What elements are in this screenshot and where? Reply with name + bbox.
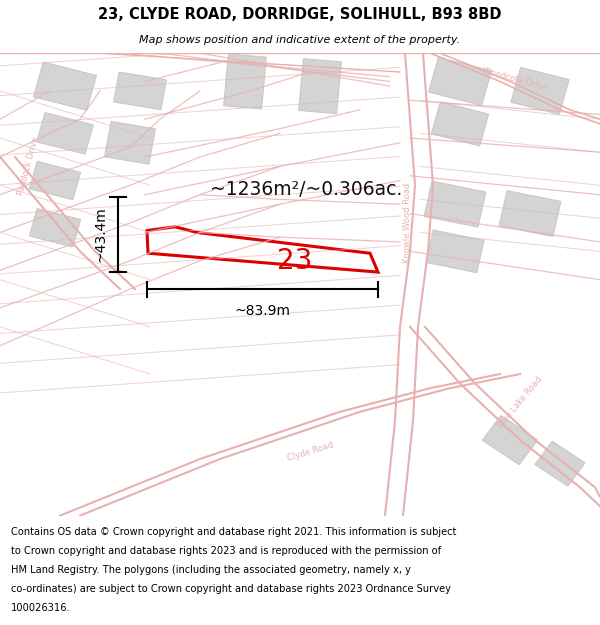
Text: ~43.4m: ~43.4m: [93, 206, 107, 262]
Polygon shape: [29, 209, 80, 247]
Text: Knowle Wood Road: Knowle Wood Road: [404, 183, 413, 263]
Text: ~1236m²/~0.306ac.: ~1236m²/~0.306ac.: [210, 181, 402, 199]
Polygon shape: [499, 191, 561, 236]
Text: Paddock Drive: Paddock Drive: [16, 136, 40, 197]
Text: Blue Lake Road: Blue Lake Road: [496, 374, 544, 430]
Polygon shape: [299, 59, 341, 114]
Polygon shape: [511, 68, 569, 114]
Text: 23, CLYDE ROAD, DORRIDGE, SOLIHULL, B93 8BD: 23, CLYDE ROAD, DORRIDGE, SOLIHULL, B93 …: [98, 8, 502, 22]
Polygon shape: [482, 416, 538, 464]
Text: ~83.9m: ~83.9m: [235, 304, 290, 318]
Text: 100026316.: 100026316.: [11, 603, 70, 613]
Text: to Crown copyright and database rights 2023 and is reproduced with the permissio: to Crown copyright and database rights 2…: [11, 546, 441, 556]
Text: Map shows position and indicative extent of the property.: Map shows position and indicative extent…: [139, 35, 461, 45]
Text: 23: 23: [277, 247, 313, 275]
Polygon shape: [113, 72, 166, 109]
Polygon shape: [535, 441, 585, 486]
Polygon shape: [424, 181, 486, 227]
Text: co-ordinates) are subject to Crown copyright and database rights 2023 Ordnance S: co-ordinates) are subject to Crown copyr…: [11, 584, 451, 594]
Polygon shape: [34, 62, 97, 110]
Polygon shape: [104, 121, 155, 164]
Polygon shape: [426, 230, 484, 272]
Polygon shape: [431, 102, 488, 146]
Text: Clyde Road: Clyde Road: [286, 440, 334, 462]
Polygon shape: [29, 161, 80, 200]
Polygon shape: [428, 58, 491, 106]
Text: Woodcote Drive: Woodcote Drive: [482, 66, 548, 92]
Text: Contains OS data © Crown copyright and database right 2021. This information is : Contains OS data © Crown copyright and d…: [11, 526, 456, 536]
Text: HM Land Registry. The polygons (including the associated geometry, namely x, y: HM Land Registry. The polygons (includin…: [11, 565, 411, 575]
Polygon shape: [224, 54, 266, 109]
Polygon shape: [37, 112, 93, 154]
